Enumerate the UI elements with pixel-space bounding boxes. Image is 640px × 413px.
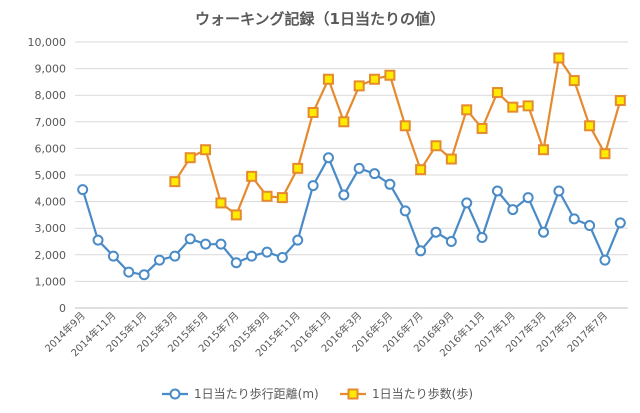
data-point xyxy=(261,246,273,258)
data-point xyxy=(77,184,89,196)
data-point xyxy=(261,190,273,202)
data-point xyxy=(568,75,580,87)
data-point xyxy=(230,209,242,221)
series-lines xyxy=(81,56,622,276)
y-tick-label: 3,000 xyxy=(35,222,67,235)
data-point xyxy=(246,170,258,182)
data-point xyxy=(476,232,488,244)
data-point xyxy=(353,80,365,92)
data-point xyxy=(507,101,519,113)
data-point xyxy=(614,217,626,229)
data-point xyxy=(553,185,565,197)
data-point xyxy=(276,192,288,204)
legend-label: 1日当たり歩数(歩) xyxy=(372,386,473,401)
data-point xyxy=(522,192,534,204)
legend-marker xyxy=(347,388,359,400)
data-point xyxy=(292,162,304,174)
data-point xyxy=(415,164,427,176)
data-point xyxy=(599,254,611,266)
y-tick-label: 7,000 xyxy=(35,116,67,129)
data-point xyxy=(538,144,550,156)
data-point xyxy=(322,152,334,164)
data-point xyxy=(184,233,196,245)
y-tick-label: 9,000 xyxy=(35,63,67,76)
data-point xyxy=(307,106,319,118)
data-point xyxy=(215,238,227,250)
data-point xyxy=(461,104,473,116)
data-point xyxy=(491,87,503,99)
data-point xyxy=(599,148,611,160)
data-point xyxy=(200,144,212,156)
data-point xyxy=(292,234,304,246)
data-point xyxy=(230,257,242,269)
data-point xyxy=(399,205,411,217)
data-point xyxy=(461,197,473,209)
x-axis-ticks: 2014年9月2014年11月2015年1月2015年3月2015年5月2015… xyxy=(42,309,610,359)
data-point xyxy=(399,120,411,132)
data-point xyxy=(445,153,457,165)
data-point xyxy=(322,73,334,85)
data-point xyxy=(584,220,596,232)
data-point xyxy=(307,180,319,192)
y-tick-label: 1,000 xyxy=(35,275,67,288)
data-point xyxy=(338,116,350,128)
data-point xyxy=(153,254,165,266)
data-point xyxy=(538,226,550,238)
y-tick-label: 6,000 xyxy=(35,142,67,155)
y-axis-ticks: 0 1,000 2,000 3,000 4,000 5,000 6,000 7,000 8,00… xyxy=(28,36,67,315)
data-point xyxy=(568,213,580,225)
data-point xyxy=(522,100,534,112)
y-tick-label: 8,000 xyxy=(35,89,67,102)
data-point xyxy=(169,250,181,262)
data-point xyxy=(200,238,212,250)
series-line-2 xyxy=(173,56,622,216)
legend-label: 1日当たり歩行距離(m) xyxy=(194,386,319,401)
data-point xyxy=(246,250,258,262)
data-point xyxy=(107,250,119,262)
data-point xyxy=(369,168,381,180)
data-point xyxy=(369,73,381,85)
y-tick-label: 0 xyxy=(59,302,66,315)
legend-marker xyxy=(169,388,181,400)
data-point xyxy=(430,140,442,152)
gridlines xyxy=(75,41,628,282)
data-point xyxy=(338,189,350,201)
y-tick-label: 5,000 xyxy=(35,169,67,182)
data-point xyxy=(353,162,365,174)
data-point xyxy=(276,251,288,263)
y-tick-label: 4,000 xyxy=(35,196,67,209)
data-point xyxy=(92,234,104,246)
data-point xyxy=(507,204,519,216)
data-point xyxy=(445,236,457,247)
data-point xyxy=(415,245,427,257)
data-point xyxy=(123,266,135,278)
data-point xyxy=(430,226,442,238)
data-point xyxy=(553,52,565,64)
chart-title: ウォーキング記録（1日当たりの値） xyxy=(195,10,445,28)
data-point xyxy=(138,269,150,281)
data-point xyxy=(476,122,488,134)
data-point xyxy=(169,176,181,188)
data-point xyxy=(584,120,596,132)
data-point xyxy=(184,152,196,164)
y-tick-label: 2,000 xyxy=(35,249,67,262)
series-markers xyxy=(77,52,626,281)
data-point xyxy=(614,95,626,107)
data-point xyxy=(491,185,503,197)
legend: 1日当たり歩行距離(m) 1日当たり歩数(歩) xyxy=(162,386,473,401)
data-point xyxy=(384,178,396,190)
data-point xyxy=(384,69,396,81)
y-tick-label: 10,000 xyxy=(28,36,67,49)
data-point xyxy=(215,197,227,209)
